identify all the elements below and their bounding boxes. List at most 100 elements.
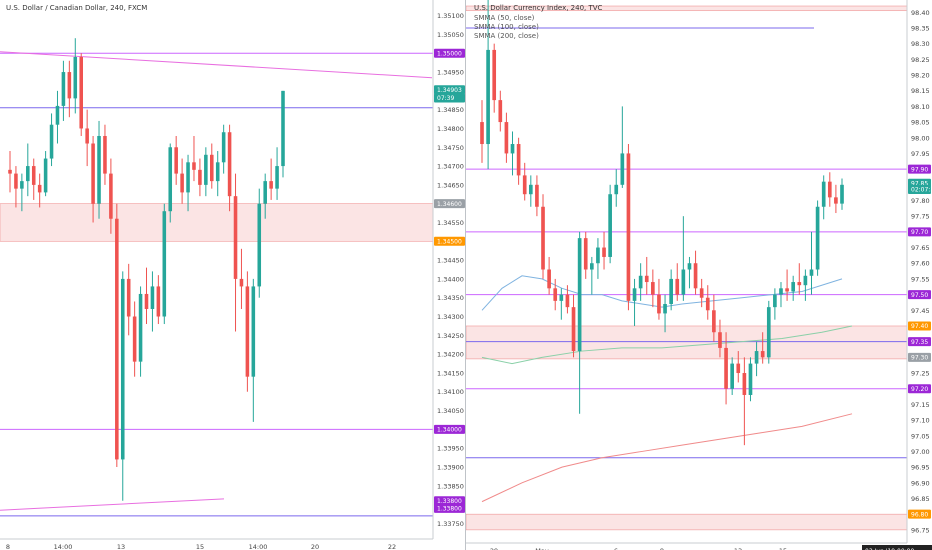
price-tag[interactable] bbox=[434, 93, 465, 103]
price-tag[interactable] bbox=[434, 496, 465, 506]
candle-body[interactable] bbox=[516, 144, 521, 176]
price-tag[interactable] bbox=[908, 384, 931, 394]
candle-body[interactable] bbox=[754, 351, 759, 364]
candle-body[interactable] bbox=[821, 181, 826, 207]
candle-body[interactable] bbox=[785, 288, 789, 292]
candle-body[interactable] bbox=[115, 218, 119, 460]
candle-body[interactable] bbox=[681, 269, 686, 295]
candle-body[interactable] bbox=[245, 286, 250, 377]
candle-body[interactable] bbox=[109, 173, 113, 219]
candle-body[interactable] bbox=[8, 169, 12, 174]
candle-body[interactable] bbox=[26, 166, 30, 182]
candle-body[interactable] bbox=[504, 122, 509, 154]
candle-body[interactable] bbox=[257, 203, 262, 287]
candle-body[interactable] bbox=[156, 286, 161, 317]
candle-body[interactable] bbox=[91, 143, 95, 204]
candle-body[interactable] bbox=[669, 278, 673, 305]
candle-body[interactable] bbox=[227, 132, 232, 197]
candle-body[interactable] bbox=[251, 286, 256, 377]
candle-body[interactable] bbox=[528, 184, 533, 195]
candle-body[interactable] bbox=[815, 206, 820, 270]
candle-body[interactable] bbox=[766, 307, 771, 358]
price-tag[interactable] bbox=[908, 337, 931, 347]
candle-body[interactable] bbox=[736, 363, 741, 374]
candle-body[interactable] bbox=[559, 294, 564, 301]
candle-body[interactable] bbox=[809, 269, 814, 276]
candle-body[interactable] bbox=[730, 363, 734, 389]
candle-body[interactable] bbox=[192, 162, 196, 170]
price-tag[interactable] bbox=[434, 503, 465, 513]
trendline-0[interactable] bbox=[0, 51, 433, 79]
candle-body[interactable] bbox=[126, 278, 131, 317]
dxy-chart[interactable]: 98.40 98.35 98.30 98.25 98.20 98.15 98.10 98.05… bbox=[466, 0, 932, 550]
candle-body[interactable] bbox=[651, 282, 655, 295]
candle-body[interactable] bbox=[67, 72, 72, 99]
smma50-legend[interactable]: SMMA (50, close) bbox=[474, 14, 535, 22]
candle-body[interactable] bbox=[204, 154, 208, 185]
candle-body[interactable] bbox=[138, 293, 143, 362]
candle-body[interactable] bbox=[215, 162, 220, 182]
price-tag[interactable] bbox=[908, 164, 931, 174]
price-tag[interactable] bbox=[434, 236, 465, 246]
candle-body[interactable] bbox=[103, 135, 107, 174]
candle-body[interactable] bbox=[571, 307, 576, 352]
price-tag[interactable] bbox=[434, 48, 465, 58]
candle-body[interactable] bbox=[168, 147, 173, 212]
candle-body[interactable] bbox=[644, 275, 649, 283]
candle-body[interactable] bbox=[144, 293, 149, 309]
candle-body[interactable] bbox=[221, 132, 226, 163]
candle-body[interactable] bbox=[239, 278, 244, 287]
candle-body[interactable] bbox=[233, 196, 238, 279]
candle-body[interactable] bbox=[510, 144, 515, 154]
price-tag[interactable] bbox=[434, 424, 465, 434]
candle-body[interactable] bbox=[663, 304, 667, 314]
candle-body[interactable] bbox=[486, 49, 490, 145]
price-tag[interactable] bbox=[908, 321, 931, 331]
candle-body[interactable] bbox=[840, 184, 844, 204]
candle-body[interactable] bbox=[269, 181, 273, 189]
candle-body[interactable] bbox=[79, 57, 83, 129]
candle-body[interactable] bbox=[705, 297, 710, 311]
candle-body[interactable] bbox=[614, 184, 619, 195]
price-tag[interactable] bbox=[908, 185, 931, 195]
candle-body[interactable] bbox=[797, 282, 802, 286]
price-tag[interactable] bbox=[908, 290, 931, 300]
candle-body[interactable] bbox=[718, 332, 722, 348]
candle-body[interactable] bbox=[43, 158, 48, 193]
candle-body[interactable] bbox=[20, 181, 24, 189]
smma200-legend[interactable]: SMMA (200, close) bbox=[474, 32, 539, 40]
candle-body[interactable] bbox=[547, 269, 551, 289]
candle-body[interactable] bbox=[675, 278, 680, 295]
candle-body[interactable] bbox=[602, 247, 606, 257]
candle-body[interactable] bbox=[97, 135, 101, 204]
candle-body[interactable] bbox=[120, 278, 125, 460]
candle-body[interactable] bbox=[162, 211, 167, 317]
candle-body[interactable] bbox=[779, 288, 783, 295]
panel-divider[interactable] bbox=[465, 0, 466, 550]
candle-body[interactable] bbox=[687, 263, 692, 270]
candle-body[interactable] bbox=[791, 282, 796, 292]
candle-body[interactable] bbox=[608, 194, 612, 257]
candle-body[interactable] bbox=[699, 288, 704, 298]
candle-body[interactable] bbox=[620, 153, 625, 185]
price-tag[interactable] bbox=[908, 509, 931, 519]
candle-body[interactable] bbox=[590, 263, 594, 270]
candle-body[interactable] bbox=[522, 175, 527, 195]
price-tag[interactable] bbox=[908, 227, 931, 237]
candle-body[interactable] bbox=[14, 173, 18, 189]
candle-body[interactable] bbox=[275, 166, 279, 189]
candle-body[interactable] bbox=[180, 173, 184, 193]
candle-body[interactable] bbox=[55, 105, 60, 125]
candle-body[interactable] bbox=[626, 153, 631, 301]
candle-body[interactable] bbox=[541, 206, 545, 270]
candle-body[interactable] bbox=[638, 275, 643, 289]
candle-body[interactable] bbox=[73, 57, 78, 99]
price-tag[interactable] bbox=[434, 199, 465, 209]
candle-body[interactable] bbox=[632, 288, 637, 301]
dxy-chart-panel[interactable]: 98.40 98.35 98.30 98.25 98.20 98.15 98.10 98.05… bbox=[466, 0, 932, 550]
candle-body[interactable] bbox=[596, 247, 600, 264]
candle-body[interactable] bbox=[535, 184, 539, 207]
candle-body[interactable] bbox=[773, 294, 777, 308]
candle-body[interactable] bbox=[748, 363, 753, 395]
usdcad-chart-panel[interactable]: 1.351001.350501.350001.349501.349001.348… bbox=[0, 0, 466, 550]
